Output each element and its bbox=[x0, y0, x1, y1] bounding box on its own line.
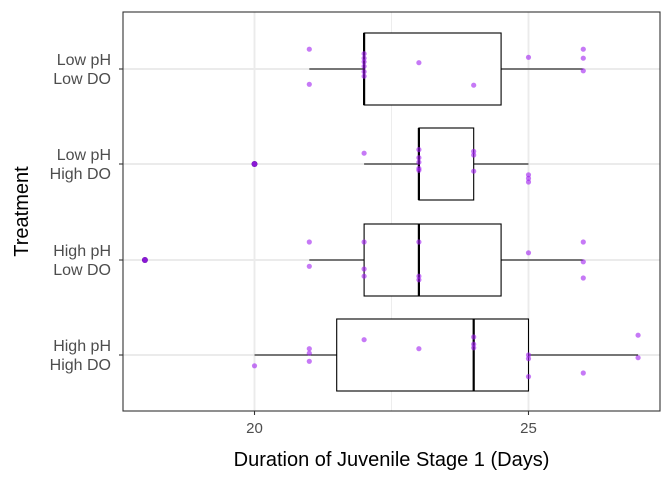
data-point bbox=[416, 155, 422, 161]
data-point bbox=[471, 148, 477, 154]
data-point bbox=[580, 55, 586, 61]
y-tick-label: High pH High DO bbox=[50, 338, 111, 374]
data-point bbox=[251, 161, 258, 167]
y-tick-label-line: High DO bbox=[50, 166, 111, 183]
data-point bbox=[306, 46, 312, 52]
x-tick-label: 25 bbox=[520, 420, 537, 437]
y-tick-label: Low pH Low DO bbox=[53, 52, 111, 88]
data-point bbox=[580, 259, 586, 265]
data-point bbox=[471, 334, 477, 340]
data-point bbox=[251, 363, 258, 369]
data-point bbox=[471, 168, 477, 174]
box-iqr bbox=[363, 32, 502, 106]
y-tick-label: High pH Low DO bbox=[53, 243, 111, 279]
data-point bbox=[471, 341, 477, 347]
box-group bbox=[254, 318, 639, 392]
y-tick-label-line: Low pH bbox=[57, 52, 111, 69]
data-point bbox=[416, 239, 422, 245]
data-point bbox=[580, 46, 586, 52]
data-point bbox=[525, 54, 532, 60]
data-point bbox=[306, 346, 312, 352]
data-point bbox=[361, 51, 367, 57]
jitter-points bbox=[142, 239, 586, 283]
data-point bbox=[525, 179, 532, 185]
jitter-points bbox=[251, 332, 641, 380]
data-point bbox=[306, 263, 312, 269]
data-point bbox=[416, 159, 422, 165]
data-point bbox=[525, 175, 532, 181]
data-point bbox=[361, 337, 367, 343]
y-tick-label-line: Low DO bbox=[53, 71, 111, 88]
y-tick-label-line: High DO bbox=[50, 357, 111, 374]
data-point bbox=[361, 69, 367, 75]
jitter-points bbox=[251, 147, 532, 185]
jitter-points bbox=[306, 46, 586, 88]
data-point bbox=[580, 68, 586, 74]
data-point bbox=[361, 266, 367, 272]
y-tick-label-line: Low pH bbox=[57, 147, 111, 164]
data-point bbox=[635, 332, 641, 338]
box-group bbox=[251, 127, 529, 201]
data-point bbox=[142, 257, 148, 263]
box-group bbox=[309, 32, 584, 106]
y-tick-label-line: High pH bbox=[53, 338, 111, 355]
x-tick-label: 20 bbox=[246, 420, 263, 437]
data-point bbox=[525, 356, 532, 362]
data-point bbox=[580, 275, 586, 281]
data-point bbox=[306, 350, 312, 356]
data-point bbox=[361, 59, 367, 65]
data-point bbox=[525, 374, 532, 380]
panel-border bbox=[122, 11, 661, 412]
data-point bbox=[306, 81, 312, 87]
box-iqr bbox=[418, 127, 475, 201]
box-iqr bbox=[363, 223, 502, 297]
data-point bbox=[306, 239, 312, 245]
data-point bbox=[580, 370, 586, 376]
data-point bbox=[525, 250, 532, 256]
y-tick-label-line: High pH bbox=[53, 243, 111, 260]
data-point bbox=[361, 73, 367, 79]
data-point bbox=[361, 150, 367, 156]
data-point bbox=[635, 355, 641, 361]
data-point bbox=[525, 172, 532, 178]
data-point bbox=[471, 152, 477, 158]
y-tick-label-line: Low DO bbox=[53, 262, 111, 279]
data-point bbox=[416, 60, 422, 66]
data-point bbox=[361, 273, 367, 279]
data-point bbox=[306, 358, 312, 364]
data-point bbox=[580, 239, 586, 245]
data-point bbox=[525, 352, 532, 358]
data-point bbox=[416, 346, 422, 352]
data-point bbox=[471, 82, 477, 88]
y-axis-title: Treatment bbox=[11, 166, 33, 257]
data-point bbox=[416, 147, 422, 153]
data-point bbox=[416, 277, 422, 283]
data-point bbox=[416, 273, 422, 279]
data-point bbox=[361, 55, 367, 61]
box-group bbox=[141, 223, 584, 297]
data-point bbox=[416, 167, 422, 173]
data-point bbox=[361, 63, 367, 69]
data-point bbox=[361, 239, 367, 245]
box-iqr bbox=[336, 318, 530, 392]
data-point bbox=[471, 345, 477, 351]
x-axis-title: Duration of Juvenile Stage 1 (Days) bbox=[234, 449, 550, 471]
y-tick-label: Low pH High DO bbox=[50, 147, 111, 183]
